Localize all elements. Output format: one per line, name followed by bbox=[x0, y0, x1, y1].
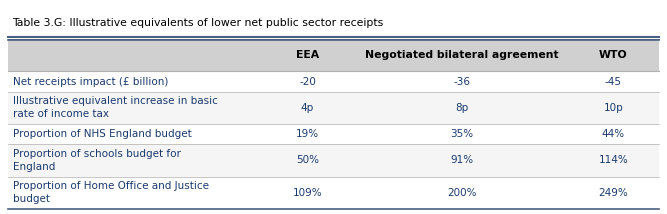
Text: EEA: EEA bbox=[296, 51, 319, 60]
Text: 44%: 44% bbox=[602, 129, 625, 139]
Text: 249%: 249% bbox=[598, 188, 628, 198]
Text: Proportion of Home Office and Justice
budget: Proportion of Home Office and Justice bu… bbox=[13, 181, 209, 204]
Text: Net receipts impact (£ billion): Net receipts impact (£ billion) bbox=[13, 77, 168, 86]
Text: 4p: 4p bbox=[301, 103, 314, 113]
Text: 200%: 200% bbox=[448, 188, 477, 198]
Text: -45: -45 bbox=[605, 77, 622, 86]
Text: Proportion of schools budget for
England: Proportion of schools budget for England bbox=[13, 149, 181, 172]
Bar bbox=[8, 124, 659, 144]
Bar bbox=[8, 71, 659, 92]
Text: Illustrative equivalent increase in basic
rate of income tax: Illustrative equivalent increase in basi… bbox=[13, 97, 217, 119]
Text: 35%: 35% bbox=[450, 129, 474, 139]
Text: Negotiated bilateral agreement: Negotiated bilateral agreement bbox=[366, 51, 559, 60]
Text: 19%: 19% bbox=[296, 129, 319, 139]
Bar bbox=[8, 144, 659, 177]
Bar bbox=[8, 40, 659, 71]
Text: -20: -20 bbox=[299, 77, 316, 86]
Text: 114%: 114% bbox=[598, 155, 628, 165]
Bar bbox=[8, 6, 659, 40]
Bar bbox=[8, 177, 659, 209]
Text: Table 3.G: Illustrative equivalents of lower net public sector receipts: Table 3.G: Illustrative equivalents of l… bbox=[12, 18, 384, 28]
Text: 8p: 8p bbox=[456, 103, 469, 113]
Text: 109%: 109% bbox=[293, 188, 322, 198]
Text: WTO: WTO bbox=[599, 51, 628, 60]
Text: Proportion of NHS England budget: Proportion of NHS England budget bbox=[13, 129, 191, 139]
Text: 50%: 50% bbox=[296, 155, 319, 165]
Text: 10p: 10p bbox=[604, 103, 623, 113]
Bar bbox=[8, 92, 659, 124]
Text: -36: -36 bbox=[454, 77, 471, 86]
Text: 91%: 91% bbox=[450, 155, 474, 165]
